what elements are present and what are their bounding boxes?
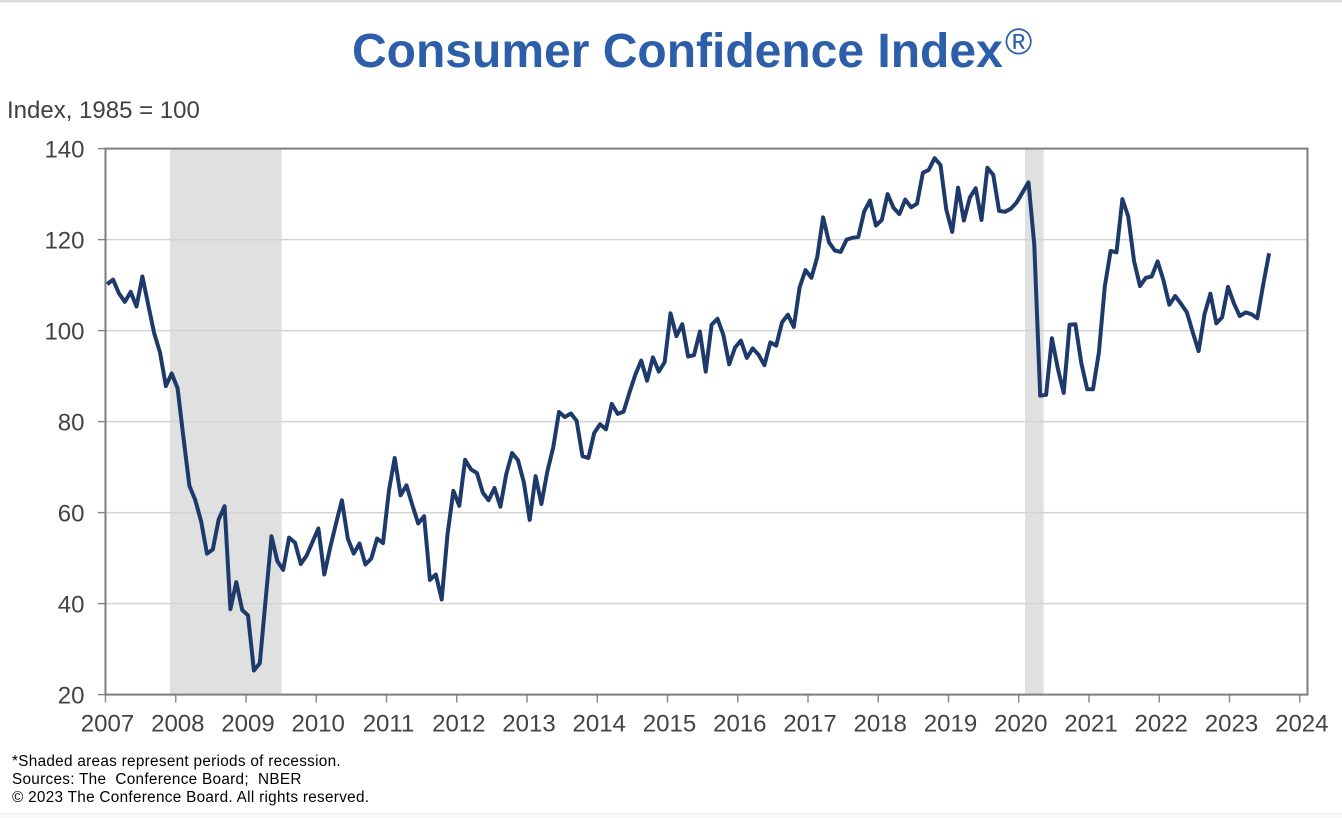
svg-text:80: 80	[58, 409, 85, 436]
svg-text:20: 20	[58, 682, 85, 709]
svg-text:2007: 2007	[81, 711, 134, 738]
svg-text:100: 100	[44, 318, 84, 345]
svg-text:2010: 2010	[292, 711, 345, 738]
svg-text:2019: 2019	[924, 711, 977, 738]
svg-text:2015: 2015	[643, 711, 696, 738]
svg-text:2018: 2018	[854, 711, 907, 738]
svg-text:120: 120	[44, 227, 84, 254]
svg-text:2023: 2023	[1205, 711, 1258, 738]
svg-text:140: 140	[44, 136, 84, 163]
svg-text:2016: 2016	[713, 711, 766, 738]
svg-text:2024: 2024	[1275, 711, 1328, 738]
svg-text:2022: 2022	[1135, 711, 1188, 738]
svg-text:60: 60	[58, 500, 85, 527]
svg-text:2012: 2012	[432, 711, 485, 738]
svg-text:2021: 2021	[1064, 711, 1117, 738]
svg-text:2011: 2011	[363, 711, 415, 738]
svg-text:40: 40	[58, 591, 85, 618]
svg-text:2014: 2014	[573, 711, 626, 738]
svg-text:2020: 2020	[994, 711, 1047, 738]
svg-text:2009: 2009	[221, 711, 274, 738]
svg-text:2013: 2013	[502, 711, 555, 738]
svg-text:2008: 2008	[151, 711, 204, 738]
svg-text:2017: 2017	[783, 711, 836, 738]
